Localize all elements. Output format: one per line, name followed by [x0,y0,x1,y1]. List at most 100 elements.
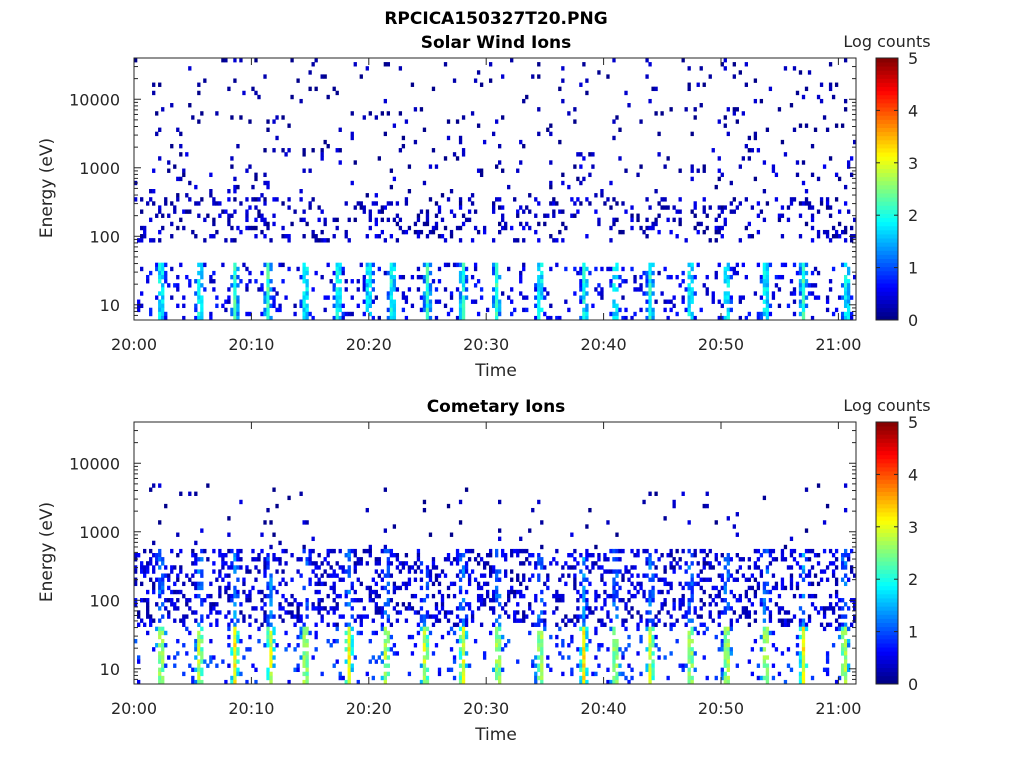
heatmap-cell [449,307,454,313]
heatmap-cell [630,225,634,231]
x-tick-label: 20:30 [463,699,509,718]
heatmap-cell [233,270,237,276]
heatmap-cell [329,606,333,611]
heatmap-cell [780,618,785,623]
heatmap-cell [458,499,463,505]
heatmap-cell [582,638,586,644]
heatmap-cell [540,589,544,595]
heatmap-cell [263,561,267,566]
heatmap-cell [437,299,442,304]
heatmap-cell [158,659,162,664]
heatmap-cell [786,205,791,210]
heatmap-cell [843,303,848,309]
heatmap-cell [431,229,436,235]
heatmap-cell [446,585,451,591]
heatmap-cell [843,98,848,104]
heatmap-cell [338,279,342,284]
heatmap-cell [522,98,526,104]
heatmap-cell [732,266,736,272]
heatmap-cell [164,598,168,603]
heatmap-cell [305,679,309,685]
heatmap-cell [161,283,165,288]
heatmap-cell [200,262,204,268]
colorbar-segment [876,78,898,83]
heatmap-cell [612,589,616,595]
heatmap-cell [693,205,697,210]
x-tick-label: 20:20 [346,699,392,718]
heatmap-cell [458,135,463,141]
heatmap-cell [170,201,174,206]
heatmap-cell [260,589,264,595]
heatmap-cell [723,626,727,632]
heatmap-cell [260,532,264,537]
heatmap-cell [353,655,357,660]
heatmap-cell [365,234,369,239]
heatmap-cell [386,638,391,644]
heatmap-cell [179,176,183,182]
heatmap-cell [801,618,806,623]
heatmap-cell [762,274,767,280]
heatmap-cell [693,291,697,296]
heatmap-cell [654,548,658,554]
heatmap-cell [158,266,162,272]
heatmap-cell [134,58,138,63]
heatmap-cell [473,577,478,582]
heatmap-cell [582,634,586,640]
colorbar-segment [876,610,898,615]
heatmap-cell [365,279,369,284]
heatmap-cell [191,115,195,120]
heatmap-cell [504,573,508,578]
heatmap-cell [699,598,703,603]
heatmap-cell [519,221,523,227]
heatmap-cell [203,217,207,223]
heatmap-cell [642,593,646,599]
heatmap-cell [215,602,219,607]
heatmap-cell [579,279,583,284]
heatmap-cell [726,630,730,636]
heatmap-cell [326,295,330,300]
heatmap-cell [765,295,770,300]
heatmap-cell [840,614,845,619]
heatmap-cell [555,548,559,554]
heatmap-cell [182,303,186,309]
heatmap-cell [167,598,171,603]
heatmap-cell [347,602,351,607]
heatmap-cell [344,679,348,685]
colorbar-segment [876,638,898,644]
heatmap-cell [705,225,709,231]
heatmap-cell [455,119,460,124]
heatmap-cell [365,507,369,513]
heatmap-cell [636,553,640,558]
heatmap-cell [717,262,721,268]
heatmap-cell [510,225,514,231]
heatmap-cell [461,266,466,272]
colorbar-tick-label: 0 [908,311,918,330]
heatmap-cell [810,602,815,607]
heatmap-cell [540,270,544,276]
heatmap-cell [843,483,848,488]
heatmap-cell [176,193,180,198]
heatmap-cell [473,557,478,562]
heatmap-cell [263,311,267,317]
heatmap-cell [675,561,679,566]
heatmap-cell [510,287,514,292]
heatmap-cell [579,164,583,169]
heatmap-cell [215,229,219,235]
heatmap-cell [849,238,854,243]
heatmap-cell [522,295,526,300]
heatmap-cell [347,548,351,554]
heatmap-cell [266,303,270,309]
heatmap-cell [311,548,315,554]
heatmap-cell [422,307,427,313]
heatmap-cell [233,291,237,296]
heatmap-cell [425,262,430,268]
heatmap-cell [612,135,616,141]
heatmap-cell [792,287,797,292]
heatmap-cell [302,651,306,656]
heatmap-cell [317,205,321,210]
heatmap-cell [690,176,694,182]
heatmap-cell [780,581,785,587]
heatmap-cell [570,553,574,558]
colorbar-tick-label: 1 [908,259,918,278]
heatmap-cell [458,606,463,611]
